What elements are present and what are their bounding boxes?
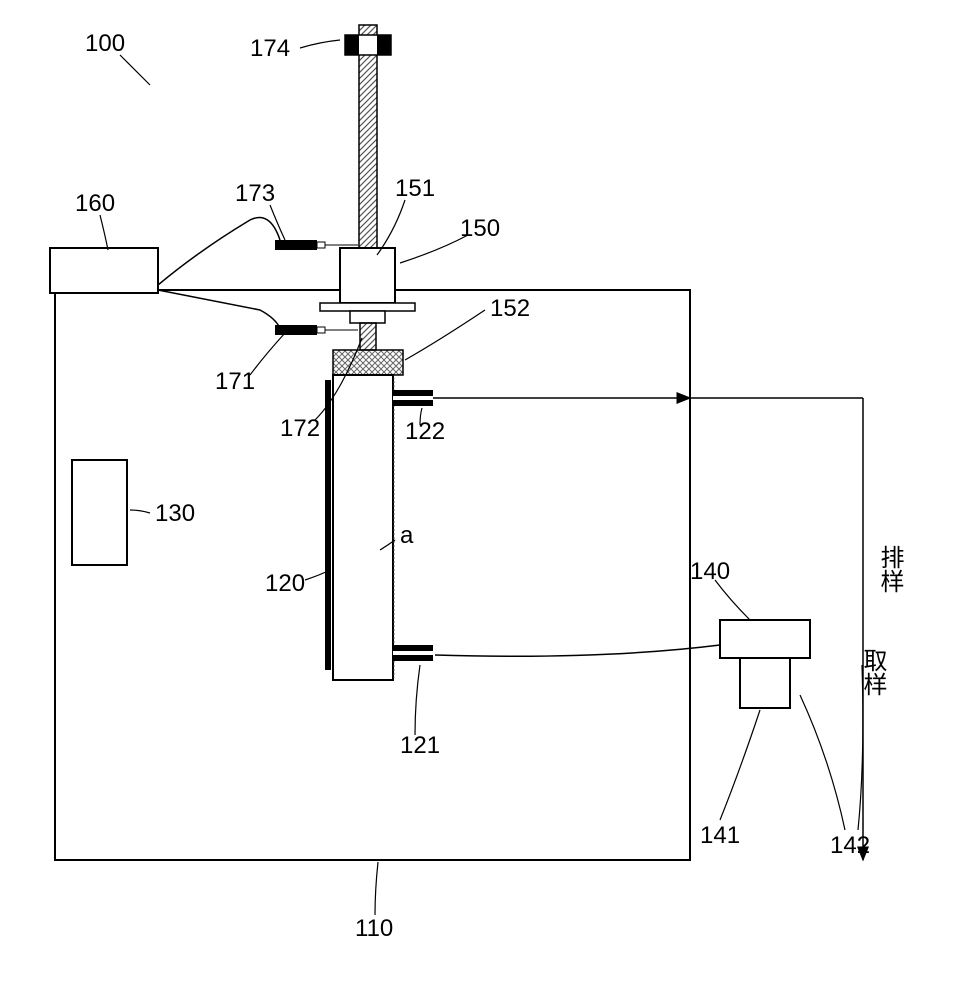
nut-174-right	[377, 35, 391, 55]
leader-121	[415, 665, 420, 735]
box-140-upper	[720, 620, 810, 658]
label-122: 122	[405, 418, 445, 446]
plate-151	[320, 303, 415, 311]
pipe-140-121	[435, 645, 720, 656]
leader-174	[300, 40, 340, 48]
leader-130	[130, 510, 150, 513]
block-152	[333, 350, 403, 375]
wire-160-173	[158, 218, 280, 286]
nut-174-left	[345, 35, 359, 55]
box-130	[72, 460, 127, 565]
cylinder-120	[333, 375, 393, 680]
leader-150	[400, 235, 468, 263]
port-121-line	[393, 651, 433, 655]
label-173: 173	[235, 180, 275, 208]
label-174: 174	[250, 35, 290, 63]
label-150: 150	[460, 215, 500, 243]
leader-142	[800, 695, 845, 830]
leader-110	[375, 862, 378, 915]
box-140-lower	[740, 658, 790, 708]
leader-152	[405, 310, 485, 360]
sensor-173	[275, 240, 317, 250]
leader-140	[715, 580, 750, 620]
flange-top	[350, 311, 385, 323]
rail-left	[325, 380, 331, 670]
technical-diagram	[0, 0, 953, 1000]
label-140: 140	[690, 558, 730, 586]
leader-100	[120, 55, 150, 85]
leader-160	[100, 215, 108, 250]
label-121: 121	[400, 732, 440, 760]
leader-171	[250, 333, 285, 375]
sensor-173-tip	[317, 242, 325, 248]
label-160: 160	[75, 190, 115, 218]
box-150	[340, 248, 395, 303]
label-120: 120	[265, 570, 305, 598]
wire-160-171	[158, 290, 280, 328]
label-152: 152	[490, 295, 530, 323]
dotted-edge-a	[393, 378, 396, 678]
label-142: 142	[830, 832, 870, 860]
leader-151	[377, 200, 405, 255]
port-122-line	[393, 396, 433, 400]
shaft-seg	[360, 323, 376, 350]
label-151: 151	[395, 175, 435, 203]
sensor-171	[275, 325, 317, 335]
label-171: 171	[215, 368, 255, 396]
label-100: 100	[85, 30, 125, 58]
label-141: 141	[700, 822, 740, 850]
label-a: a	[400, 522, 413, 550]
screw-shaft	[359, 25, 377, 250]
sensor-171-tip	[317, 327, 325, 333]
box-160	[50, 248, 158, 293]
label-110: 110	[355, 915, 393, 943]
label-quyang: 取样	[855, 648, 890, 696]
label-paiyang: 排样	[872, 545, 907, 593]
label-130: 130	[155, 500, 195, 528]
label-172: 172	[280, 415, 320, 443]
leader-141	[720, 710, 760, 820]
